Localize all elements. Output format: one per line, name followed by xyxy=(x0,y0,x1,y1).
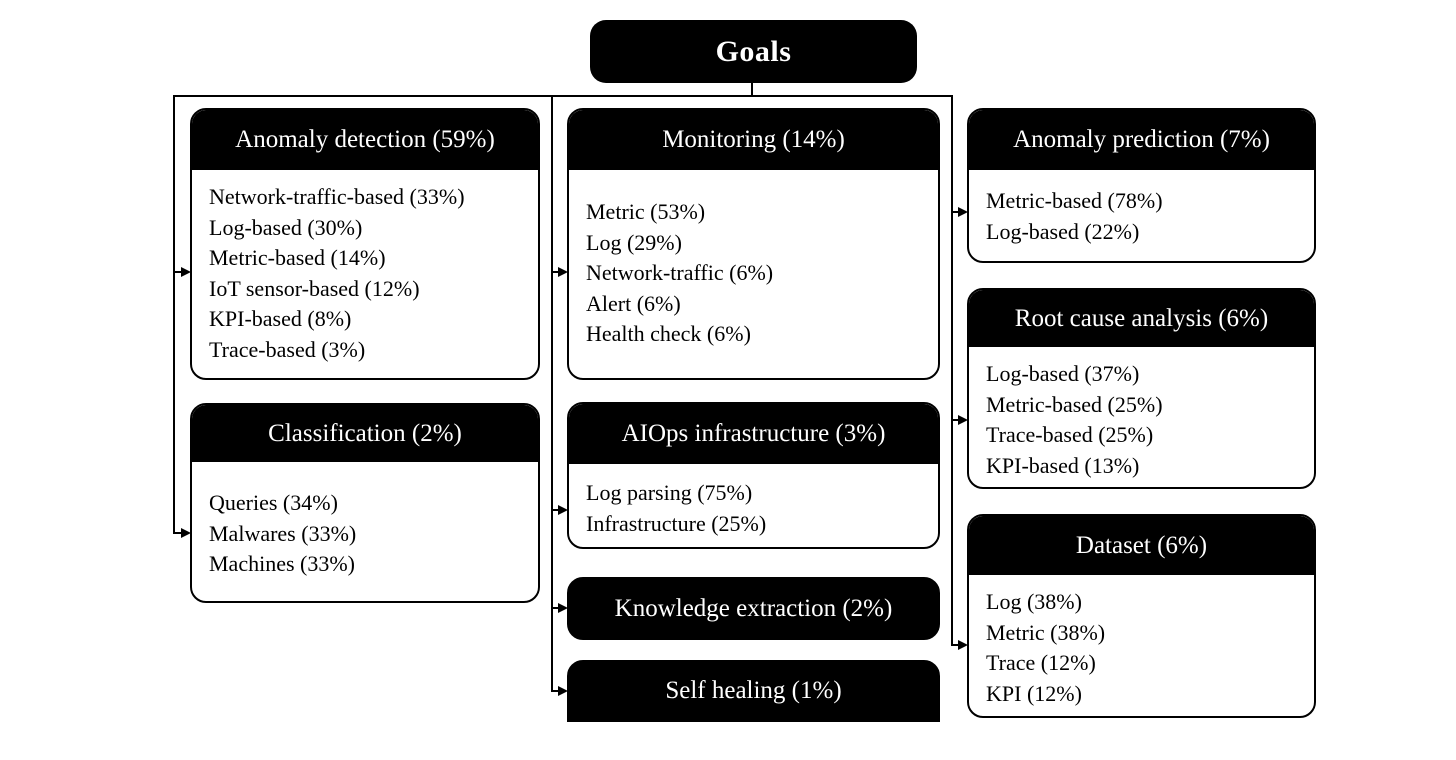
box-monitoring-header: Monitoring (14%) xyxy=(569,110,938,170)
branch-aiops-infrastructure xyxy=(553,509,559,511)
list-item: Trace-based (3%) xyxy=(209,336,366,362)
branch-root-cause-analysis xyxy=(953,419,959,421)
box-title: Anomaly prediction (7%) xyxy=(1013,126,1270,153)
box-dataset-header: Dataset (6%) xyxy=(969,516,1314,575)
arrowhead-icon xyxy=(558,686,568,696)
arrowhead-icon xyxy=(558,603,568,613)
branch-anomaly-detection xyxy=(175,271,182,273)
branch-classification xyxy=(175,532,182,534)
box-self-healing: Self healing (1%) xyxy=(567,660,940,722)
connector-trunk xyxy=(751,83,753,96)
list-item: KPI-based (13%) xyxy=(986,452,1140,478)
list-item: Network-traffic (6%) xyxy=(586,260,774,285)
arrowhead-icon xyxy=(958,207,968,217)
list-item: IoT sensor-based (12%) xyxy=(209,275,420,301)
box-knowledge-extraction: Knowledge extraction (2%) xyxy=(567,577,940,640)
arrowhead-icon xyxy=(558,505,568,515)
list-item: Metric-based (14%) xyxy=(209,245,386,270)
goals-root-label: Goals xyxy=(715,34,792,68)
list-item: Trace-based (25%) xyxy=(986,422,1154,447)
connector-right-rail xyxy=(951,95,953,646)
list-item: Alert (6%) xyxy=(586,290,681,316)
box-title: Classification (2%) xyxy=(268,419,462,447)
list-item: KPI-based (8%) xyxy=(209,306,352,331)
box-aiops-infrastructure-header: AIOps infrastructure (3%) xyxy=(569,404,938,464)
arrowhead-icon xyxy=(181,528,191,538)
list-item: Log (29%) xyxy=(586,229,682,255)
list-item: Infrastructure (25%) xyxy=(586,510,767,536)
box-root-cause-analysis-items: Log-based (37%) Metric-based (25%) Trace… xyxy=(969,347,1314,481)
box-title: Monitoring (14%) xyxy=(662,126,845,153)
arrowhead-icon xyxy=(558,267,568,277)
list-item: Health check (6%) xyxy=(586,321,751,346)
branch-dataset xyxy=(953,644,959,646)
list-item: Metric-based (78%) xyxy=(986,188,1163,213)
list-item: Network-traffic-based (33%) xyxy=(209,184,465,209)
box-title: Dataset (6%) xyxy=(1075,531,1208,559)
connector-left-rail xyxy=(173,95,175,534)
list-item: Log-based (22%) xyxy=(986,218,1140,244)
box-title: Root cause analysis (6%) xyxy=(1014,304,1269,332)
box-title: Anomaly detection (59%) xyxy=(235,126,495,153)
box-title: AIOps infrastructure (3%) xyxy=(621,420,886,447)
box-anomaly-prediction-header: Anomaly prediction (7%) xyxy=(969,110,1314,170)
list-item: Trace (12%) xyxy=(986,650,1096,675)
connector-middle-rail xyxy=(551,95,553,692)
box-monitoring-items: Metric (53%) Log (29%) Network-traffic (… xyxy=(569,170,938,350)
branch-knowledge-extraction xyxy=(553,607,559,609)
box-title: Self healing (1%) xyxy=(665,677,842,704)
box-dataset-items: Log (38%) Metric (38%) Trace (12%) KPI (… xyxy=(969,575,1314,709)
box-anomaly-detection: Anomaly detection (59%) Network-traffic-… xyxy=(190,108,540,380)
box-classification-header: Classification (2%) xyxy=(192,405,538,462)
list-item: Log parsing (75%) xyxy=(586,480,753,505)
box-root-cause-analysis-header: Root cause analysis (6%) xyxy=(969,290,1314,347)
box-classification: Classification (2%) Queries (34%) Malwar… xyxy=(190,403,540,603)
list-item: Machines (33%) xyxy=(209,551,356,576)
list-item: Metric (53%) xyxy=(586,199,706,224)
connector-top-rail xyxy=(173,95,953,97)
box-title: Knowledge extraction (2%) xyxy=(614,594,893,622)
box-aiops-infrastructure-items: Log parsing (75%) Infrastructure (25%) xyxy=(569,464,938,539)
box-anomaly-detection-items: Network-traffic-based (33%) Log-based (3… xyxy=(192,170,538,365)
list-item: Log-based (30%) xyxy=(209,214,363,240)
list-item: Log-based (37%) xyxy=(986,361,1140,386)
box-monitoring: Monitoring (14%) Metric (53%) Log (29%) … xyxy=(567,108,940,380)
box-dataset: Dataset (6%) Log (38%) Metric (38%) Trac… xyxy=(967,514,1316,718)
branch-monitoring xyxy=(553,271,559,273)
arrowhead-icon xyxy=(181,267,191,277)
branch-self-healing xyxy=(553,690,559,692)
branch-anomaly-prediction xyxy=(953,211,959,213)
list-item: Metric (38%) xyxy=(986,619,1106,645)
box-anomaly-detection-header: Anomaly detection (59%) xyxy=(192,110,538,170)
arrowhead-icon xyxy=(958,415,968,425)
goals-root-node: Goals xyxy=(590,20,917,83)
box-classification-items: Queries (34%) Malwares (33%) Machines (3… xyxy=(192,462,538,580)
arrowhead-icon xyxy=(958,640,968,650)
box-anomaly-prediction: Anomaly prediction (7%) Metric-based (78… xyxy=(967,108,1316,263)
list-item: KPI (12%) xyxy=(986,680,1082,706)
list-item: Queries (34%) xyxy=(209,490,338,515)
list-item: Log (38%) xyxy=(986,589,1082,614)
box-aiops-infrastructure: AIOps infrastructure (3%) Log parsing (7… xyxy=(567,402,940,549)
box-root-cause-analysis: Root cause analysis (6%) Log-based (37%)… xyxy=(967,288,1316,489)
list-item: Malwares (33%) xyxy=(209,520,357,546)
box-anomaly-prediction-items: Metric-based (78%) Log-based (22%) xyxy=(969,170,1314,247)
list-item: Metric-based (25%) xyxy=(986,391,1163,417)
